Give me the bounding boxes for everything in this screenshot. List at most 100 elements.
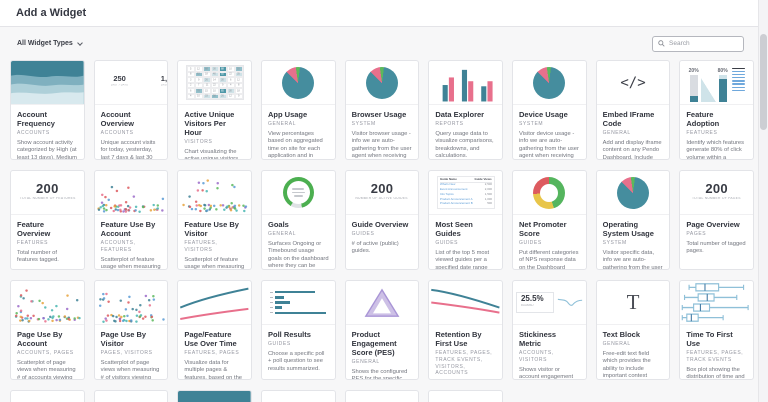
widget-card[interactable]: 200 NUMBER OF ACTIVE GUIDES Guide Overview… bbox=[344, 170, 420, 270]
widget-category: REPORTS bbox=[435, 121, 464, 127]
widget-preview: 20% 80% bbox=[680, 61, 753, 105]
widget-preview: T bbox=[596, 281, 670, 325]
widget-card[interactable]: Page Use By Visitor PAGES, VISITORS Scatte… bbox=[93, 280, 169, 380]
scrollbar-thumb[interactable] bbox=[760, 34, 767, 130]
widget-title: App Usage bbox=[267, 110, 308, 119]
widget-card[interactable]: Goals GENERAL Surfaces Ongoing or Timeboun… bbox=[260, 170, 336, 270]
widget-card-partial[interactable] bbox=[260, 390, 336, 402]
widget-preview bbox=[11, 281, 84, 325]
widget-card[interactable]: Page/Feature Use Over Time FEATURES, PAGE… bbox=[177, 280, 252, 380]
widget-card-body: Net Promoter Score GUIDES Put different ca… bbox=[513, 215, 586, 269]
widget-title: Retention By First Use bbox=[435, 330, 482, 348]
widget-title: Account Overview bbox=[100, 110, 135, 128]
vertical-scrollbar[interactable] bbox=[758, 0, 768, 402]
widget-title: Feature Use By Visitor bbox=[184, 220, 239, 238]
widget-card-partial[interactable] bbox=[93, 390, 169, 402]
widget-card[interactable]: Time To First Use FEATURES, PAGES, TRACK … bbox=[679, 280, 754, 380]
line-chart-icon bbox=[180, 287, 249, 320]
pareto-chart-icon: 20% 80% bbox=[689, 64, 745, 102]
widget-card[interactable]: Guide Name Guide Views What's New 2,500 Even… bbox=[428, 170, 503, 270]
widget-card-partial[interactable] bbox=[344, 390, 420, 402]
widget-card-body: Page Use By Account ACCOUNTS, PAGES Scatte… bbox=[11, 325, 84, 379]
widget-card[interactable]: 200 TOTAL NUMBER OF PAGES Page Overview PAG… bbox=[679, 170, 754, 270]
widget-preview bbox=[512, 61, 586, 105]
pie-chart-icon bbox=[616, 176, 649, 209]
widget-preview bbox=[429, 281, 502, 325]
metric-icon: 200 NUMBER OF ACTIVE GUIDES bbox=[355, 181, 409, 200]
widget-type-filter[interactable]: All Widget Types bbox=[17, 39, 83, 47]
widget-card-body: Guide Overview GUIDES # of active (public)… bbox=[346, 215, 419, 269]
sparkline-icon bbox=[557, 299, 582, 307]
widget-description: Visitor browser usage - info we are auto… bbox=[351, 130, 412, 159]
widget-preview bbox=[261, 171, 335, 215]
widget-card[interactable]: Product Engagement Score (PES) GENERAL Sho… bbox=[344, 280, 420, 380]
widget-card[interactable]: App Usage GENERAL View percentages based o… bbox=[260, 60, 336, 160]
widget-card[interactable]: Net Promoter Score GUIDES Put different ca… bbox=[511, 170, 587, 270]
widget-card[interactable]: Data Explorer REPORTS Query usage data to … bbox=[428, 60, 503, 160]
widget-category: GUIDES bbox=[267, 341, 291, 347]
widget-card[interactable]: Feature Use By Account ACCOUNTS, FEATURES… bbox=[93, 170, 169, 270]
widget-card[interactable]: Account Frequency ACCOUNTS Show account ac… bbox=[10, 60, 85, 160]
widget-category: ACCOUNTS bbox=[100, 130, 134, 136]
widget-description: Unique account visits for today, yesterd… bbox=[100, 139, 156, 159]
widget-card[interactable]: 20% 80% Feature Adoption FEATURES Identify w… bbox=[679, 60, 754, 160]
widget-card[interactable]: 5 12 68 30 88 10 55 8 62 18 40 92 22 35 3 9 26 14 30 6 12 2 7 1… bbox=[177, 60, 252, 160]
pie-chart-icon bbox=[282, 66, 315, 99]
widget-description: Choose a specific poll + poll question t… bbox=[267, 350, 325, 372]
widget-card[interactable]: Operating System Usage SYSTEM Visitor spec… bbox=[595, 170, 671, 270]
widget-card-partial[interactable] bbox=[177, 390, 252, 402]
widget-card-body: Page Overview PAGES Total number of tagged… bbox=[680, 215, 753, 269]
widget-card-partial[interactable] bbox=[428, 390, 503, 402]
widget-card[interactable]: Page Use By Account ACCOUNTS, PAGES Scatte… bbox=[10, 280, 85, 380]
widget-card[interactable]: Feature Use By Visitor FEATURES, VISITORS… bbox=[177, 170, 252, 270]
widget-grid: Account Frequency ACCOUNTS Show account ac… bbox=[0, 60, 768, 402]
widget-category: ACCOUNTS, VISITORS bbox=[518, 350, 554, 363]
widget-card[interactable]: </> Embed IFrame Code GENERAL Add and displ… bbox=[595, 60, 671, 160]
widget-description: Shows visitor or account engagement as a… bbox=[518, 366, 574, 380]
widget-card-body: Device Usage SYSTEM Visitor device usage -… bbox=[513, 105, 586, 159]
widget-preview bbox=[94, 281, 168, 325]
widget-category: FEATURES bbox=[686, 130, 718, 136]
widget-title: Goals bbox=[267, 220, 289, 229]
heatmap-icon: 5 12 68 30 88 10 55 8 62 18 40 92 22 35 3 9 26 14 30 6 12 2 7 1… bbox=[185, 65, 244, 100]
search-input[interactable] bbox=[669, 40, 738, 47]
widget-card[interactable]: Browser Usage SYSTEM Visitor browser usage… bbox=[344, 60, 420, 160]
area-chart-icon bbox=[178, 391, 251, 402]
widget-card[interactable]: T Text Block GENERAL Free-edit text field w… bbox=[595, 280, 671, 380]
pareto-legend bbox=[731, 64, 745, 92]
widget-description: Visualize data for multiple pages & feat… bbox=[184, 359, 243, 379]
area-chart-icon bbox=[11, 61, 84, 104]
poll-bars-icon bbox=[270, 290, 327, 315]
widget-card[interactable]: 25.5% DAU/MAU Stickiness Metric ACCOUNTS, V… bbox=[511, 280, 587, 380]
widget-preview bbox=[11, 391, 84, 402]
widget-card[interactable]: 200 TOTAL NUMBER OF FEATURES Feature Overv… bbox=[10, 170, 85, 270]
widget-preview bbox=[346, 391, 419, 402]
widget-category: GENERAL bbox=[602, 341, 631, 347]
search-icon bbox=[658, 40, 665, 47]
widget-description: Chart visualizing the active unique visi… bbox=[184, 148, 238, 159]
widget-card[interactable]: Retention By First Use FEATURES, PAGES, T… bbox=[428, 280, 503, 380]
widget-preview bbox=[261, 281, 335, 325]
widget-card-body: Stickiness Metric ACCOUNTS, VISITORS Shows… bbox=[513, 325, 586, 379]
widget-title: Embed IFrame Code bbox=[602, 110, 655, 128]
widget-description: Total number of tagged pages. bbox=[686, 240, 746, 255]
widget-description: Shows the configured PES for the specifi… bbox=[351, 368, 408, 379]
toolbar: All Widget Types bbox=[0, 27, 768, 60]
page-header: Add a Widget bbox=[0, 0, 768, 27]
widget-card[interactable]: Poll Results GUIDES Choose a specific poll… bbox=[260, 280, 336, 380]
widget-description: Box plot showing the distribution of tim… bbox=[686, 366, 745, 380]
widget-card-body: Operating System Usage SYSTEM Visitor spec… bbox=[597, 215, 670, 269]
widget-preview bbox=[512, 171, 586, 215]
widget-card[interactable]: Device Usage SYSTEM Visitor device usage -… bbox=[511, 60, 587, 160]
widget-card-body: Goals GENERAL Surfaces Ongoing or Timeboun… bbox=[262, 215, 335, 269]
widget-category: GENERAL bbox=[267, 121, 297, 127]
widget-card-partial[interactable] bbox=[10, 390, 85, 402]
search-box[interactable] bbox=[652, 35, 744, 52]
widget-description: Show account activity categorized by Hig… bbox=[17, 139, 77, 159]
widget-category: GENERAL bbox=[267, 231, 297, 237]
pareto-left-label: 20% bbox=[688, 67, 699, 74]
widget-preview bbox=[95, 391, 168, 402]
widget-description: Identify which features generate 80% of … bbox=[686, 139, 745, 159]
widget-category: FEATURES, VISITORS bbox=[184, 240, 218, 253]
